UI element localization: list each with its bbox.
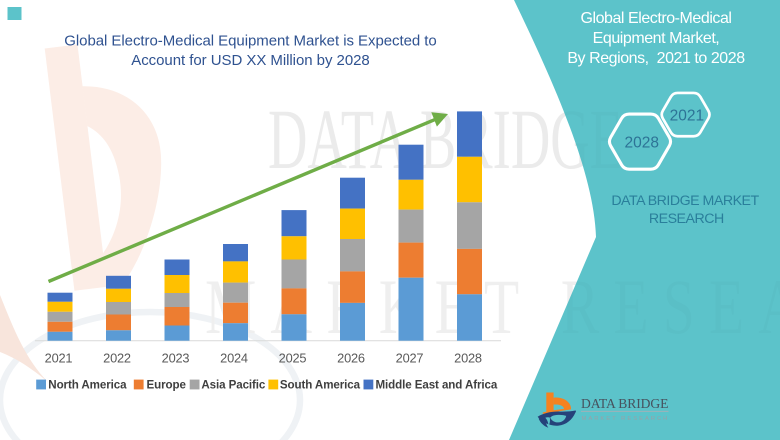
svg-text:Global Electro-Medical Equipme: Global Electro-Medical Equipment Market … [64, 33, 436, 50]
svg-text:2022: 2022 [103, 351, 131, 366]
svg-text:2023: 2023 [162, 351, 190, 366]
svg-text:2028: 2028 [454, 351, 482, 366]
svg-text:Middle East and Africa: Middle East and Africa [376, 379, 498, 392]
svg-text:Europe: Europe [147, 379, 187, 392]
svg-text:2028: 2028 [624, 135, 658, 152]
svg-text:MARKET RESEARCH: MARKET RESEARCH [582, 416, 670, 422]
svg-text:2026: 2026 [337, 351, 365, 366]
svg-text:North America: North America [48, 379, 127, 392]
svg-text:South America: South America [280, 379, 361, 392]
svg-text:2024: 2024 [220, 351, 248, 366]
svg-text:RESEARCH: RESEARCH [649, 211, 724, 227]
svg-text:Equipment Market,: Equipment Market, [593, 30, 720, 47]
svg-text:DATA BRIDGE MARKET: DATA BRIDGE MARKET [611, 193, 759, 209]
svg-text:DATA BRIDGE: DATA BRIDGE [268, 91, 623, 187]
svg-text:2027: 2027 [396, 351, 424, 366]
svg-text:2025: 2025 [279, 351, 307, 366]
svg-text:2021: 2021 [670, 107, 704, 124]
svg-text:DATA BRIDGE: DATA BRIDGE [581, 396, 668, 411]
svg-text:By Regions, 2021 to 2028: By Regions, 2021 to 2028 [567, 50, 745, 67]
svg-text:Global Electro-Medical: Global Electro-Medical [580, 10, 731, 27]
svg-text:Account for USD XX Million by: Account for USD XX Million by 2028 [131, 52, 369, 69]
svg-text:Asia Pacific: Asia Pacific [201, 379, 266, 392]
svg-text:2021: 2021 [45, 351, 73, 366]
